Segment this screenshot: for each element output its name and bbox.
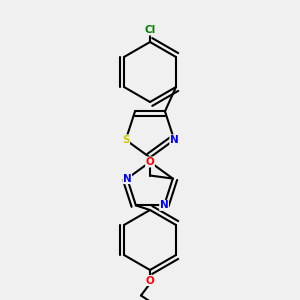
Text: O: O: [146, 275, 154, 286]
Text: S: S: [122, 135, 130, 145]
Text: O: O: [146, 157, 154, 167]
Text: Cl: Cl: [144, 25, 156, 35]
Text: N: N: [123, 174, 131, 184]
Text: N: N: [160, 200, 169, 210]
Text: N: N: [170, 135, 178, 145]
